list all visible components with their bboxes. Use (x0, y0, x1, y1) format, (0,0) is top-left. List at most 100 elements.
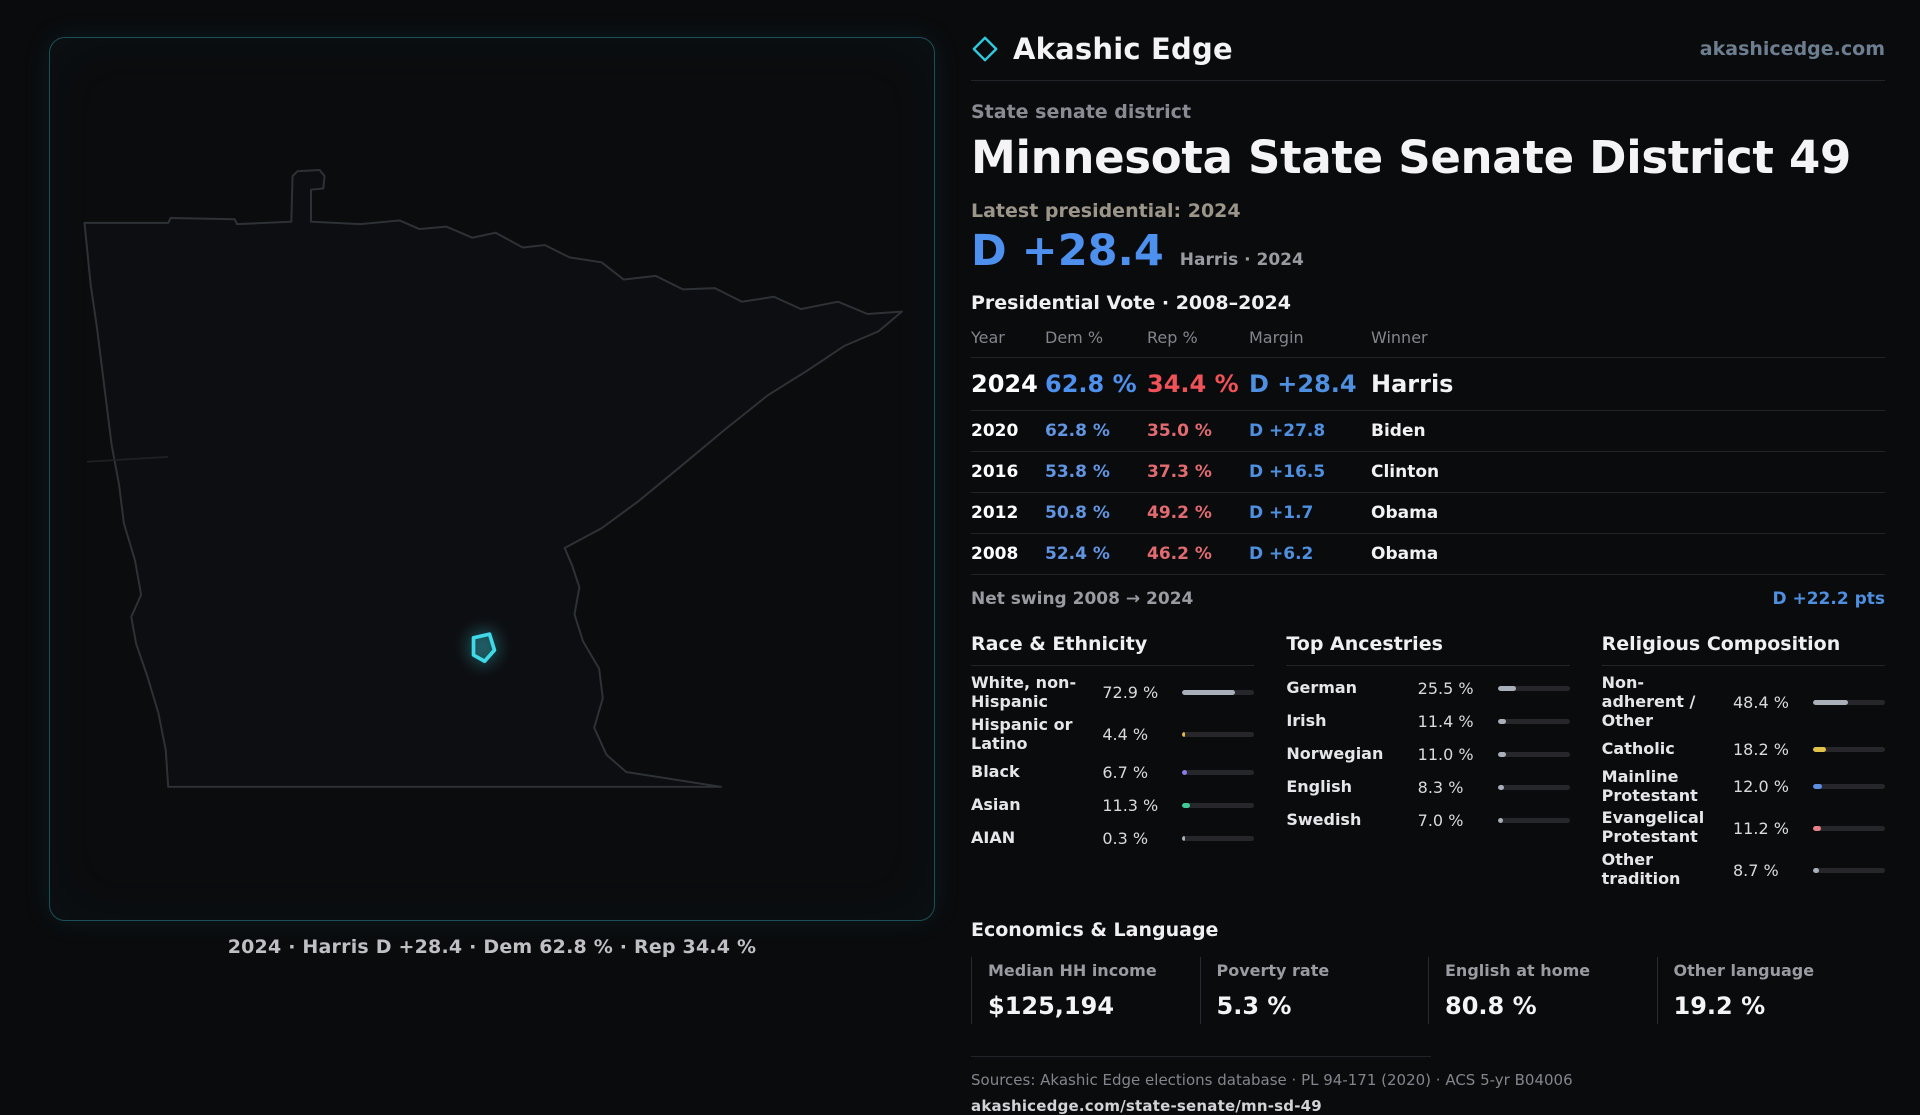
net-swing-label: Net swing 2008 → 2024 (971, 589, 1194, 609)
demo-row: Mainline Protestant 12.0 % (1602, 766, 1885, 808)
demo-column-race: Race & Ethnicity White, non-Hispanic 72.… (971, 633, 1255, 855)
vote-section-title: Presidential Vote · 2008–2024 (971, 292, 1291, 314)
demo-label: Swedish (1286, 810, 1362, 830)
table-row: 2016 53.8 % 37.3 % D +16.5 Clinton (971, 451, 1885, 493)
kicker: State senate district (971, 101, 1192, 123)
demo-label: Catholic (1601, 738, 1675, 758)
net-swing-row: Net swing 2008 → 2024 D +22.2 pts (971, 589, 1885, 609)
demo-column-title: Religious Composition (1601, 633, 1885, 666)
demo-label: Evangelical Protestant (1601, 808, 1705, 847)
table-row: 2024 62.8 % 34.4 % D +28.4 Harris (971, 357, 1885, 411)
presidential-vote-table: Year Dem % Rep % Margin Winner 2024 62.8… (971, 320, 1885, 575)
demo-column-religion: Religious Composition Non-adherent / Oth… (1601, 633, 1885, 891)
column-header-dem: Dem % (1045, 328, 1104, 347)
rep-cell: 49.2 % (1147, 492, 1249, 534)
demo-label: Hispanic or Latino (971, 714, 1073, 753)
demographics-grid: Race & Ethnicity White, non-Hispanic 72.… (971, 633, 1885, 891)
demo-row: Hispanic or Latino 4.4 % (971, 714, 1255, 756)
demo-row: Non-adherent / Other 48.4 % (1602, 672, 1885, 733)
brand-header: Akashic Edge akashicedge.com (971, 32, 1885, 81)
demo-row: White, non-Hispanic 72.9 % (971, 672, 1255, 714)
demo-bar (1813, 699, 1885, 705)
year-cell: 2020 (971, 410, 1045, 452)
demo-row: Swedish 7.0 % (1286, 804, 1570, 837)
margin-cell: D +1.7 (1249, 492, 1371, 534)
demo-label: White, non-Hispanic (971, 673, 1077, 711)
year-cell: 2024 (971, 357, 1045, 411)
margin-cell: D +6.2 (1249, 533, 1371, 575)
footer-divider (971, 1055, 1431, 1057)
column-header-rep: Rep % (1147, 328, 1198, 347)
stat-label: Poverty rate (1216, 960, 1330, 980)
demo-value: 48.4 % (1733, 692, 1789, 712)
brand-name: Akashic Edge (1013, 32, 1233, 66)
district-highlight[interactable] (471, 632, 497, 664)
demo-label: AIAN (971, 827, 1016, 847)
demo-bar (1497, 818, 1570, 823)
stat-label: Other language (1673, 960, 1815, 980)
minnesota-map (83, 168, 903, 788)
state-outline (83, 168, 903, 788)
footer: Sources: Akashic Edge elections database… (971, 1055, 1885, 1115)
demo-bar (1182, 769, 1255, 775)
dem-cell: 53.8 % (1045, 451, 1147, 493)
demo-bar (1813, 746, 1885, 752)
latest-label: Latest presidential: 2024 (971, 200, 1241, 222)
margin-cell: D +16.5 (1249, 451, 1371, 493)
margin-cell: D +28.4 (1249, 357, 1371, 411)
table-row: 2012 50.8 % 49.2 % D +1.7 Obama (971, 492, 1885, 534)
winner-cell: Clinton (1371, 451, 1885, 493)
demo-row: Norwegian 11.0 % (1286, 738, 1570, 771)
rep-cell: 37.3 % (1147, 451, 1249, 493)
demo-value: 6.7 % (1102, 762, 1149, 782)
demo-value: 72.9 % (1102, 683, 1159, 703)
demo-row: Irish 11.4 % (1286, 705, 1570, 738)
column-header-margin: Margin (1249, 328, 1304, 347)
demo-row: Black 6.7 % (971, 756, 1255, 789)
demo-column-ancestry: Top Ancestries German 25.5 % Irish 11.4 … (1286, 633, 1570, 837)
stat-card: English at home 80.8 % (1428, 956, 1657, 1024)
year-cell: 2008 (971, 533, 1045, 575)
net-swing-value: D +22.2 pts (1772, 589, 1885, 609)
demo-bar (1813, 825, 1885, 831)
stat-label: English at home (1445, 960, 1591, 980)
demo-bar (1182, 732, 1255, 738)
demo-label: Non-adherent / Other (1601, 673, 1696, 730)
winner-cell: Obama (1371, 492, 1885, 534)
map-panel (49, 37, 935, 921)
stat-value: 80.8 % (1445, 991, 1537, 1020)
stat-value: 19.2 % (1673, 991, 1766, 1020)
demo-column-title: Top Ancestries (1286, 633, 1570, 666)
info-panel: Akashic Edge akashicedge.com State senat… (971, 32, 1885, 1115)
river-line (86, 455, 169, 463)
demo-value: 11.0 % (1417, 745, 1474, 764)
demo-bar (1182, 690, 1255, 696)
economics-stats: Median HH income $125,194 Poverty rate 5… (971, 956, 1886, 1024)
latest-margin-detail: Harris · 2024 (1179, 250, 1304, 270)
demo-label: English (1286, 777, 1352, 797)
demo-value: 18.2 % (1733, 739, 1789, 759)
map-caption: 2024 · Harris D +28.4 · Dem 62.8 % · Rep… (227, 936, 757, 958)
demo-label: Mainline Protestant (1601, 766, 1698, 805)
demo-value: 0.3 % (1102, 828, 1149, 848)
year-cell: 2012 (971, 492, 1045, 534)
demo-bar (1497, 686, 1570, 691)
stat-card: Other language 19.2 % (1656, 956, 1886, 1024)
permalink[interactable]: akashicedge.com/state-senate/mn-sd-49 (971, 1096, 1322, 1115)
demo-bar (1182, 835, 1255, 841)
diamond-logo-icon (972, 36, 998, 62)
demo-label: German (1286, 678, 1358, 698)
app-root: { "theme": { "background": "#0a0b0d", "p… (49, 32, 1885, 1115)
demo-row: Evangelical Protestant 11.2 % (1602, 807, 1885, 849)
demo-bar (1813, 784, 1885, 789)
margin-cell: D +27.8 (1249, 410, 1371, 452)
demo-value: 8.7 % (1733, 860, 1779, 880)
demo-label: Asian (971, 794, 1021, 814)
demo-value: 25.5 % (1417, 679, 1474, 698)
demo-row: Catholic 18.2 % (1602, 733, 1885, 766)
site-link[interactable]: akashicedge.com (1699, 38, 1885, 60)
demo-value: 4.4 % (1102, 725, 1149, 745)
demo-value: 12.0 % (1733, 777, 1789, 796)
demo-row: AIAN 0.3 % (971, 822, 1255, 855)
stat-value: 5.3 % (1216, 991, 1292, 1020)
